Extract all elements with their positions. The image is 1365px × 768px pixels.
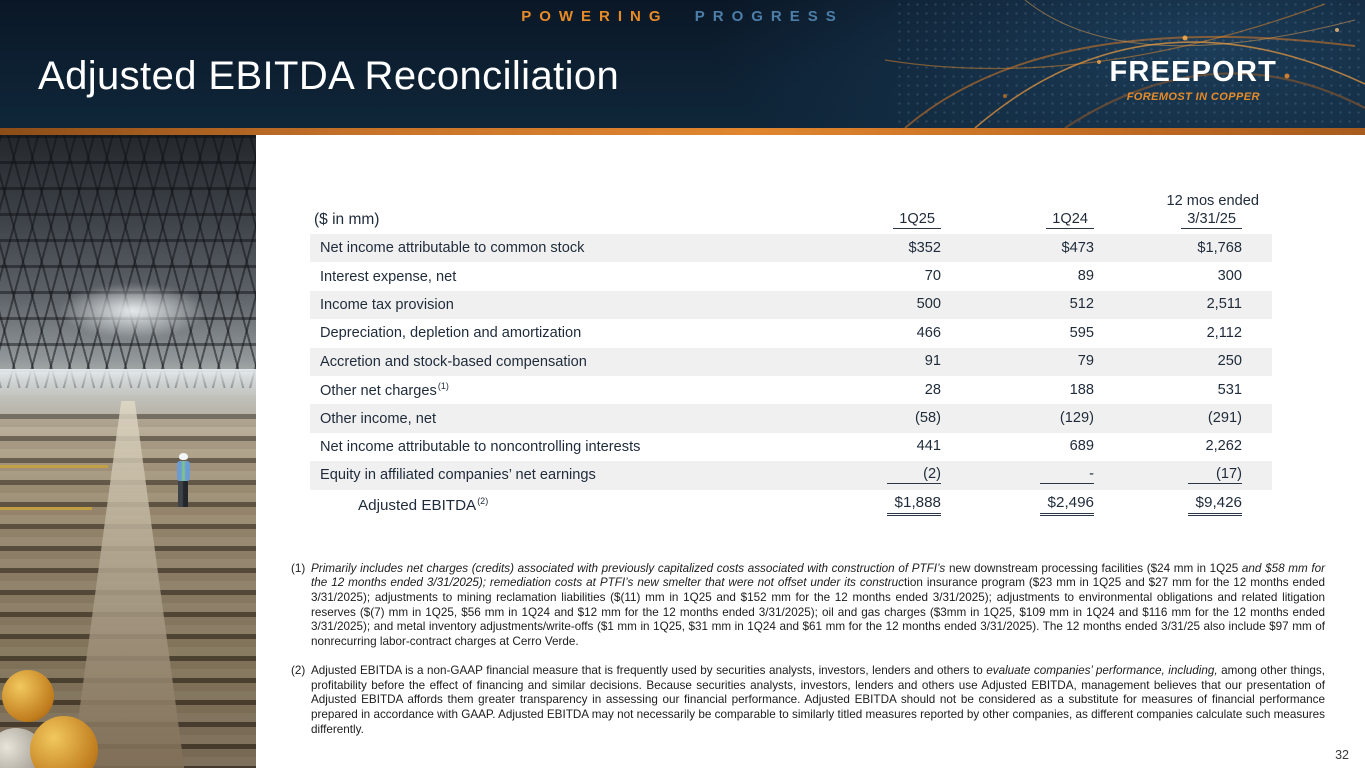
row-value: 441 bbox=[916, 438, 941, 455]
table-row: Net income attributable to noncontrollin… bbox=[310, 433, 1272, 461]
row-value: (58) bbox=[915, 410, 941, 427]
table-row: Net income attributable to common stock $… bbox=[310, 234, 1272, 263]
worker-vest bbox=[176, 461, 190, 481]
row-label: Depreciation, depletion and amortization bbox=[320, 325, 582, 342]
row-value: 79 bbox=[1077, 353, 1094, 370]
row-value: $9,426 bbox=[1104, 494, 1272, 517]
row-value: 250 bbox=[1217, 353, 1242, 370]
footnote: (2) Adjusted EBITDA is a non-GAAP financi… bbox=[291, 664, 1325, 738]
row-value: 531 bbox=[1217, 381, 1242, 398]
row-value: 70 bbox=[924, 268, 941, 285]
row-value: 595 bbox=[1069, 324, 1094, 341]
footnote-marker: (2) bbox=[291, 663, 306, 677]
tagline: POWERING PROGRESS bbox=[0, 8, 1365, 25]
freeport-logo-text: FREEPORT bbox=[1109, 56, 1277, 88]
row-label: Net income attributable to noncontrollin… bbox=[320, 438, 641, 455]
row-label: Net income attributable to common stock bbox=[320, 240, 585, 257]
row-label: Equity in affiliated companies’ net earn… bbox=[320, 467, 596, 484]
row-value: $1,768 bbox=[1197, 239, 1242, 256]
table-header: ($ in mm) 1Q25 1Q24 12 mos ended 3/31/25 bbox=[310, 193, 1272, 234]
row-value: 512 bbox=[1069, 296, 1094, 313]
table-row: Accretion and stock-based compensation 91… bbox=[310, 347, 1272, 376]
row-value: 2,511 bbox=[1206, 296, 1242, 313]
row-value: 188 bbox=[1069, 381, 1094, 398]
page-number: 32 bbox=[1335, 748, 1349, 762]
row-label: Other net charges(1) bbox=[320, 381, 449, 400]
row-value: 28 bbox=[924, 381, 941, 398]
row-value: $473 bbox=[1061, 239, 1094, 256]
row-value: 466 bbox=[916, 324, 941, 341]
column-header-12mos: 12 mos ended 3/31/25 bbox=[1166, 193, 1259, 229]
row-value: 689 bbox=[1069, 438, 1094, 455]
freeport-logo-tagline: FOREMOST IN COPPER bbox=[1126, 91, 1260, 103]
table-row: Interest expense, net 70 89 300 bbox=[310, 262, 1272, 290]
row-value: 2,262 bbox=[1205, 438, 1242, 455]
column-header-1q25: 1Q25 bbox=[801, 211, 951, 229]
tagline-progress: PROGRESS bbox=[694, 8, 844, 25]
table-body: Net income attributable to common stock $… bbox=[310, 234, 1272, 521]
photo-pipe bbox=[30, 716, 98, 768]
row-value: (2) bbox=[801, 466, 951, 485]
row-label: Interest expense, net bbox=[320, 268, 457, 285]
table-row: Equity in affiliated companies’ net earn… bbox=[310, 461, 1272, 490]
row-value: 300 bbox=[1217, 268, 1242, 285]
world-map-decoration bbox=[895, 0, 1365, 128]
row-value: 2,112 bbox=[1206, 324, 1242, 341]
orange-divider-bar bbox=[0, 128, 1365, 135]
tagline-powering: POWERING bbox=[521, 8, 669, 25]
row-value: $2,496 bbox=[951, 494, 1104, 517]
footnote-marker: (1) bbox=[291, 561, 306, 575]
footnote-text: Adjusted EBITDA is a non-GAAP financial … bbox=[311, 663, 1325, 736]
photo-skylight bbox=[58, 283, 208, 339]
row-value: 89 bbox=[1077, 268, 1094, 285]
row-value: 91 bbox=[924, 353, 941, 370]
row-value: - bbox=[951, 466, 1104, 485]
row-value: (129) bbox=[1059, 410, 1094, 427]
slide-body: ($ in mm) 1Q25 1Q24 12 mos ended 3/31/25… bbox=[256, 135, 1365, 768]
column-header-1q24: 1Q24 bbox=[951, 211, 1104, 229]
table-total-row: Adjusted EBITDA(2) $1,888 $2,496 $9,426 bbox=[310, 490, 1272, 521]
row-label: Income tax provision bbox=[320, 296, 454, 313]
table-caption: ($ in mm) bbox=[314, 211, 380, 228]
row-value: $1,888 bbox=[801, 494, 951, 517]
table-row: Other net charges(1) 28 188 531 bbox=[310, 376, 1272, 404]
row-label: Other income, net bbox=[320, 410, 436, 427]
footnotes: (1) Primarily includes net charges (credi… bbox=[291, 562, 1325, 738]
table-row: Other income, net (58) (129) (291) bbox=[310, 404, 1272, 433]
table-row: Depreciation, depletion and amortization… bbox=[310, 319, 1272, 347]
row-value: 500 bbox=[916, 296, 941, 313]
network-arcs-decoration bbox=[885, 0, 1365, 128]
footnote: (1) Primarily includes net charges (credi… bbox=[291, 562, 1325, 650]
photo-worker-figure bbox=[172, 453, 194, 525]
row-label: Adjusted EBITDA(2) bbox=[358, 495, 489, 515]
row-value: (17) bbox=[1104, 466, 1272, 485]
row-value: (291) bbox=[1207, 410, 1242, 427]
row-value: $352 bbox=[908, 239, 941, 256]
page-title: Adjusted EBITDA Reconciliation bbox=[38, 54, 620, 98]
photo-ceiling-trusses bbox=[0, 135, 256, 389]
table-row: Income tax provision 500 512 2,511 bbox=[310, 290, 1272, 320]
slide-header: POWERING PROGRESS Adjusted EBITDA Reconc… bbox=[0, 0, 1365, 128]
worker-hardhat bbox=[178, 453, 188, 460]
worker-legs bbox=[178, 481, 188, 507]
photo-pipe bbox=[2, 670, 54, 722]
row-label: Accretion and stock-based compensation bbox=[320, 353, 587, 370]
ebitda-table: ($ in mm) 1Q25 1Q24 12 mos ended 3/31/25… bbox=[310, 193, 1272, 521]
freeport-logo: FREEPORT FOREMOST IN COPPER bbox=[1109, 56, 1278, 104]
photo-light-band bbox=[0, 369, 256, 396]
photo-rail bbox=[0, 465, 108, 468]
footnote-text: Primarily includes net charges (credits)… bbox=[311, 561, 1325, 649]
facility-photo bbox=[0, 135, 256, 768]
photo-rail bbox=[0, 507, 93, 510]
